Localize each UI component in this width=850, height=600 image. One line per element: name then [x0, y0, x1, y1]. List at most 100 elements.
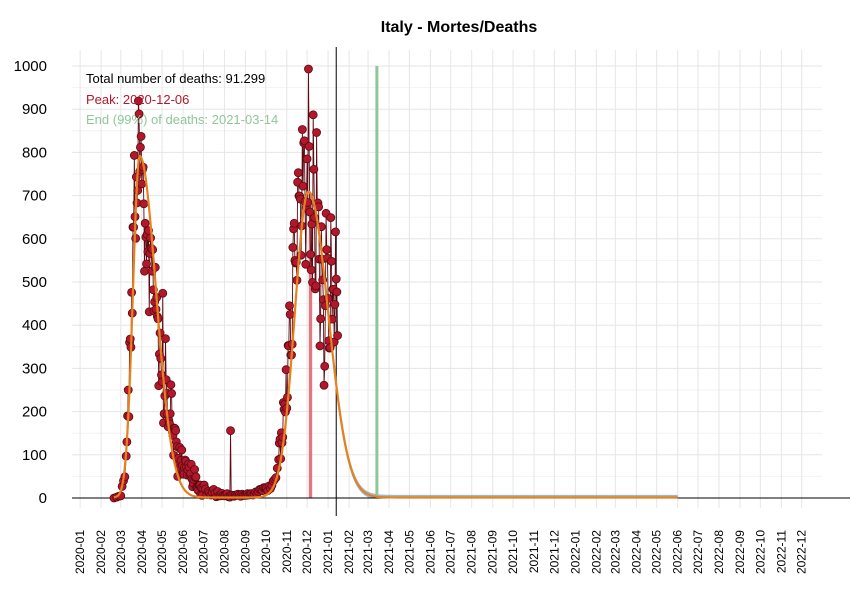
observed-point: [331, 274, 341, 284]
end-annotation: End (99%) of deaths: 2021-03-14: [86, 112, 278, 127]
observed-point: [306, 249, 315, 259]
x-tick-label: 2020-09: [238, 530, 252, 574]
observed-point: [140, 266, 149, 276]
x-tick-label: 2022-04: [629, 530, 643, 574]
x-tick-label: 2021-08: [465, 530, 479, 574]
y-tick-label: 100: [22, 447, 47, 464]
observed-point: [299, 136, 309, 146]
peak-annotation: Peak: 2020-12-06: [86, 92, 189, 107]
observed-point: [127, 287, 137, 297]
forecast-band-area: [336, 375, 678, 498]
peak-marker: [308, 193, 313, 498]
observed-point: [305, 207, 315, 217]
observed-point: [140, 218, 150, 228]
observed-point: [301, 259, 311, 269]
x-tick-label: 2021-01: [321, 530, 335, 574]
observed-point: [311, 281, 321, 291]
y-tick-label: 400: [22, 317, 47, 334]
observed-point: [161, 334, 170, 343]
chart-title: Italy - Mortes/Deaths: [381, 19, 538, 36]
x-tick-label: 2022-09: [733, 530, 747, 574]
y-tick-label: 800: [22, 144, 47, 161]
x-tick-label: 2022-05: [650, 530, 664, 574]
observed-point: [134, 109, 144, 119]
fit-line: [113, 154, 678, 499]
x-tick-label: 2020-08: [217, 530, 231, 574]
observed-point: [332, 287, 342, 297]
x-tick-label: 2022-10: [753, 530, 767, 574]
y-tick-labels: 0 100 200 300 400 500 600 700 800 900 1000: [14, 58, 47, 507]
observed-point: [139, 199, 149, 209]
observed-point: [320, 361, 330, 371]
observed-point: [319, 380, 329, 390]
y-tick-label: 300: [22, 360, 47, 377]
observed-point: [333, 331, 342, 340]
x-tick-label: 2021-11: [527, 530, 541, 573]
x-tick-label: 2020-02: [94, 530, 108, 574]
observed-point: [297, 125, 307, 134]
observed-point: [312, 128, 321, 137]
y-tick-label: 700: [22, 188, 47, 205]
x-tick-label: 2022-11: [774, 530, 788, 573]
observed-point: [315, 341, 325, 351]
observed-point: [285, 301, 294, 311]
observed-point: [190, 465, 200, 474]
observed-point: [308, 110, 318, 120]
x-tick-label: 2022-06: [671, 530, 685, 574]
observed-point: [288, 243, 298, 252]
observed-point: [158, 288, 168, 298]
observed-point: [129, 222, 139, 232]
observed-point: [166, 380, 176, 390]
total-deaths-annotation: Total number of deaths: 91.299: [86, 71, 265, 86]
observed-point: [133, 96, 143, 106]
x-tick-label: 2021-04: [382, 530, 396, 574]
observed-point: [304, 141, 314, 151]
x-tick-label: 2022-12: [795, 530, 809, 574]
observed-point: [330, 300, 340, 309]
y-tick-label: 600: [22, 231, 47, 248]
observed-point: [327, 256, 336, 266]
observed-point: [171, 426, 181, 436]
observed-point: [136, 142, 145, 152]
observed-point: [191, 472, 201, 482]
x-tick-label: 2021-06: [423, 530, 437, 574]
observed-point: [285, 309, 295, 319]
observed-point: [326, 213, 336, 223]
x-tick-label: 2020-10: [259, 530, 273, 574]
x-tick-label: 2021-09: [486, 530, 500, 574]
observed-point: [302, 154, 312, 164]
observed-point: [289, 218, 299, 228]
observed-point: [322, 245, 332, 255]
x-tick-label: 2022-08: [712, 530, 726, 574]
x-tick-label: 2020-03: [114, 530, 128, 574]
observed-point: [298, 181, 308, 191]
observed-point: [281, 365, 291, 375]
peak-bar: [308, 193, 313, 498]
y-tick-label: 0: [39, 490, 47, 507]
observed-point: [293, 168, 303, 178]
y-tick-label: 200: [22, 404, 47, 421]
x-tick-label: 2020-12: [300, 530, 314, 574]
x-tick-label: 2021-07: [444, 530, 458, 574]
x-tick-label: 2022-01: [568, 530, 582, 574]
observed-point: [331, 227, 340, 237]
x-tick-label: 2021-05: [402, 530, 416, 574]
y-tick-label: 900: [22, 101, 47, 118]
observed-point: [304, 64, 313, 74]
x-tick-label: 2021-10: [506, 530, 520, 574]
x-tick-label: 2020-04: [135, 530, 149, 574]
observed-point: [177, 445, 187, 455]
x-tick-label: 2020-05: [155, 530, 169, 574]
observed-point: [142, 259, 151, 269]
x-tick-label: 2020-06: [176, 530, 190, 574]
x-tick-label: 2022-03: [608, 530, 622, 574]
observed-point: [136, 132, 146, 141]
observed-point: [309, 164, 319, 174]
y-tick-label: 500: [22, 274, 47, 291]
fit-series: [113, 154, 678, 499]
x-tick-label: 2020-01: [73, 530, 87, 574]
forecast-band: [336, 375, 678, 498]
observed-point: [316, 314, 326, 324]
observed-point: [137, 179, 147, 189]
